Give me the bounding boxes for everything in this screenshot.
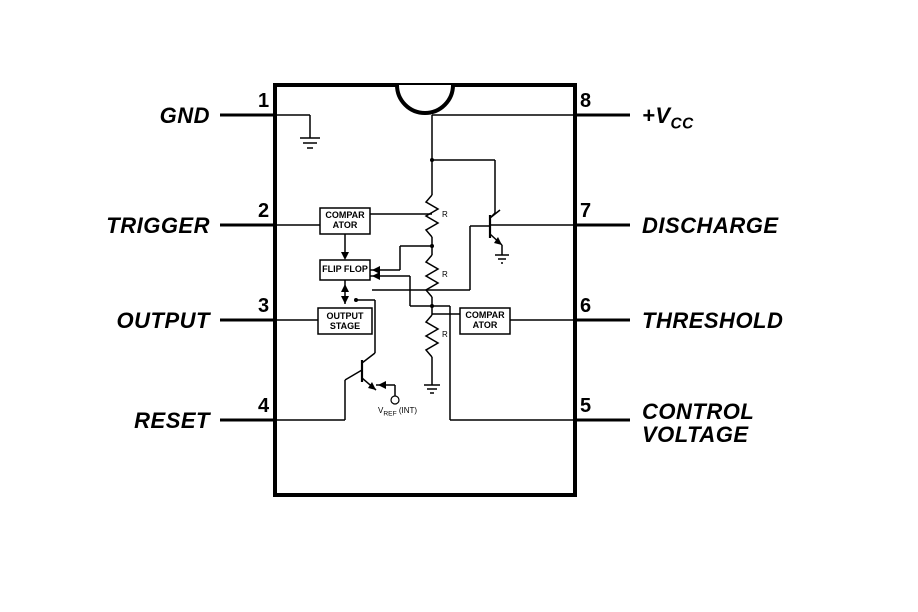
pin-5-label-line2: VOLTAGE	[642, 422, 749, 447]
pin-4-number: 4	[258, 395, 269, 418]
pin-3-number: 3	[258, 295, 269, 318]
pin-1-number: 1	[258, 90, 269, 113]
pin-6-label: THRESHOLD	[642, 308, 783, 334]
pin-2-number: 2	[258, 200, 269, 223]
label-comparator2: COMPARATOR	[462, 311, 508, 331]
pin-7-label: DISCHARGE	[642, 213, 779, 239]
label-flipflop: FLIP FLOP	[322, 265, 368, 275]
label-r2: R	[442, 270, 448, 279]
pin-2-label: TRIGGER	[106, 213, 210, 239]
pin-7-number: 7	[580, 200, 591, 223]
label-r1: R	[442, 210, 448, 219]
label-comparator1: COMPARATOR	[322, 211, 368, 231]
chip-notch	[397, 85, 453, 113]
pin-4-label: RESET	[134, 408, 210, 434]
pin-1-label: GND	[160, 103, 210, 129]
pin-3-label: OUTPUT	[117, 308, 210, 334]
pin-5-number: 5	[580, 395, 591, 418]
pin-5-label-line1: CONTROL	[642, 399, 754, 424]
pin-6-number: 6	[580, 295, 591, 318]
pin-8-number: 8	[580, 90, 591, 113]
ic-diagram: 1 2 3 4 8 7 6 5 GND TRIGGER OUTPUT RESET…	[0, 0, 918, 612]
pin-8-label: +VCC	[642, 103, 694, 133]
label-output-stage: OUTPUTSTAGE	[320, 312, 370, 332]
resistor-r3	[426, 315, 438, 357]
pin-5-label: CONTROL VOLTAGE	[642, 400, 754, 446]
label-vref: VREF (INT)	[378, 406, 417, 418]
resistor-r1	[426, 195, 438, 237]
label-r3: R	[442, 330, 448, 339]
schematic-svg	[0, 0, 918, 612]
